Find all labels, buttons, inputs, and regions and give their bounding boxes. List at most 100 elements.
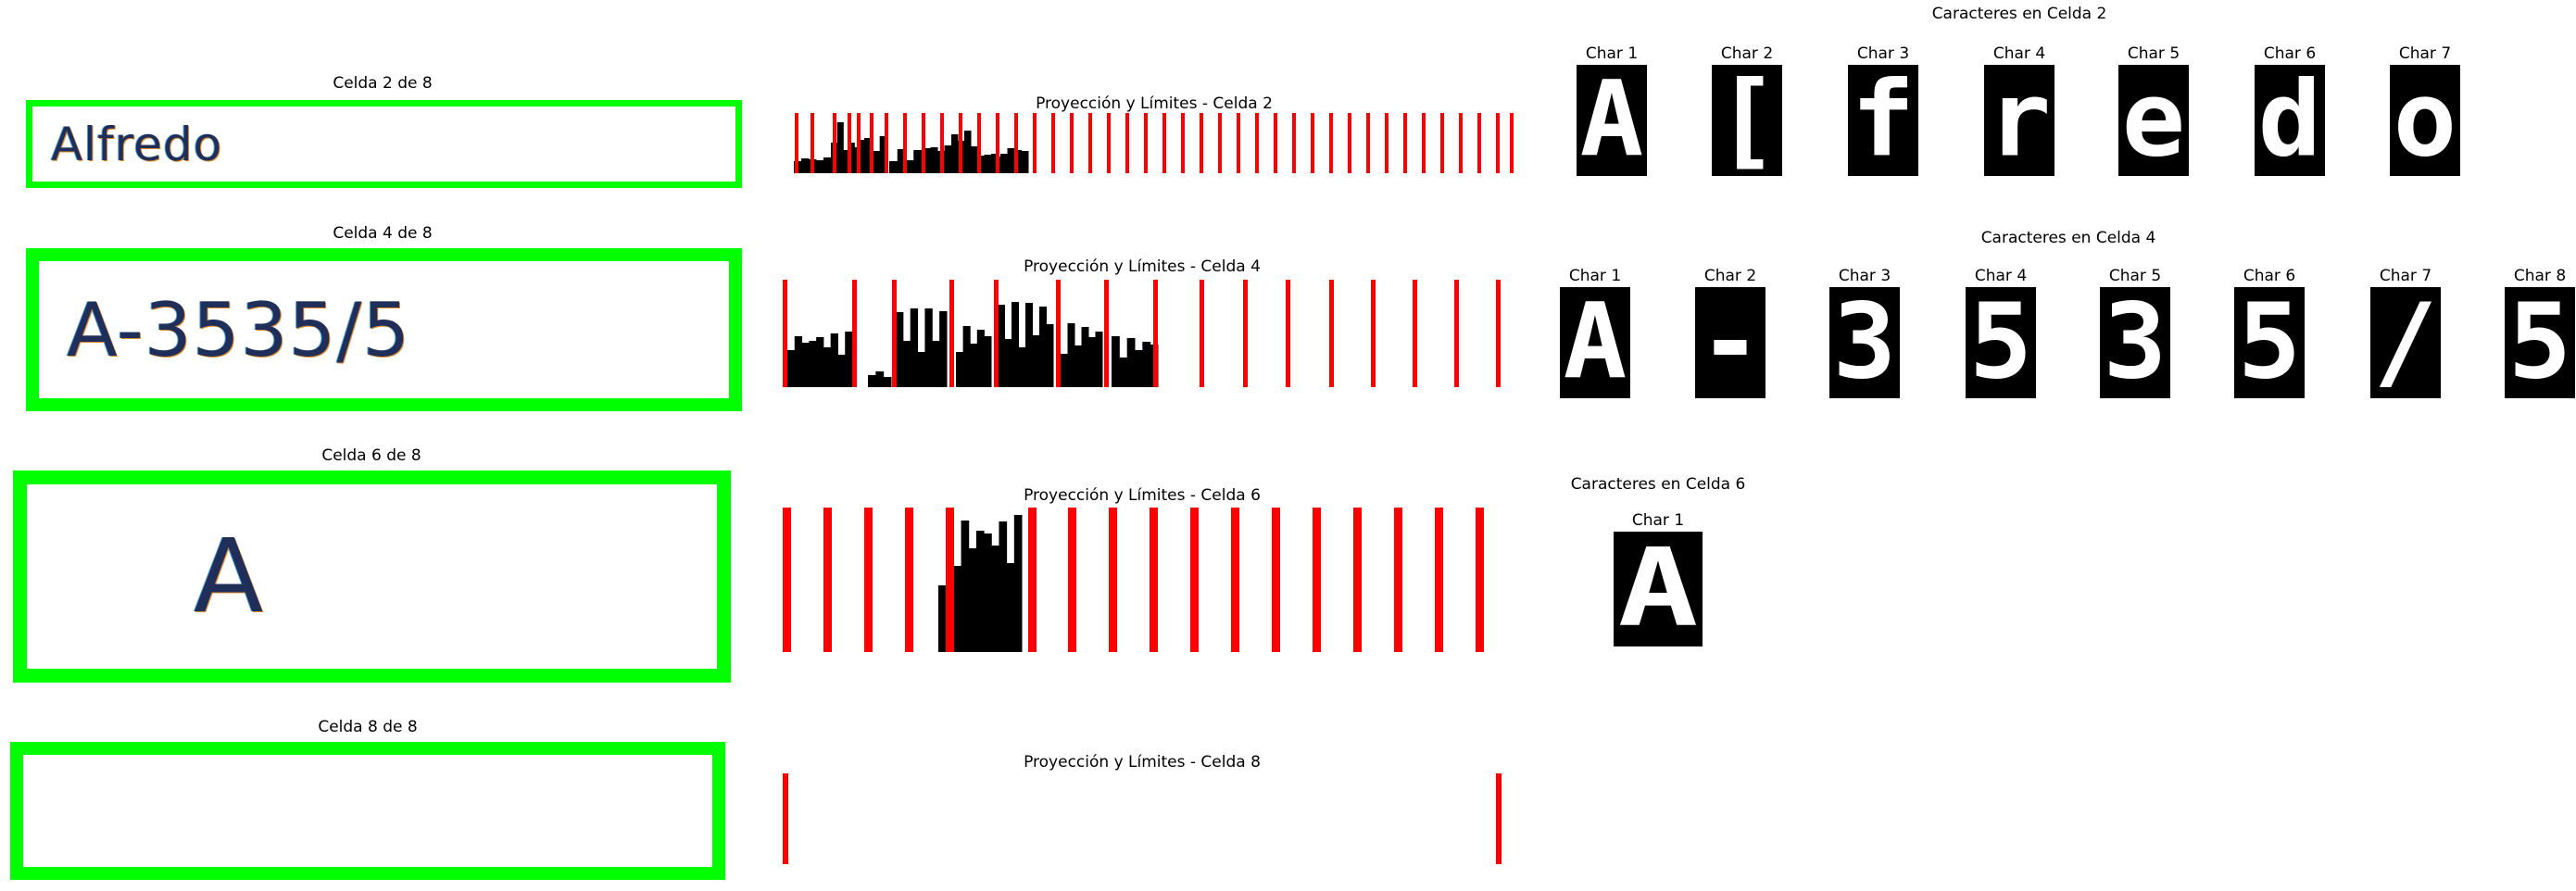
projection-bar [991,546,999,652]
projection-bar [889,161,898,173]
projection-bar [976,330,985,387]
boundary-line [940,113,944,173]
projection-bar [809,341,817,387]
projection-bar [1021,151,1029,173]
projection-bar [905,160,914,173]
boundary-line [783,773,788,864]
projection-bar [1081,327,1089,387]
projection-bar [816,160,824,173]
boundary-line [1125,113,1129,173]
projection-bar [913,150,923,173]
chars-title: Caracteres en Celda 2 [1931,5,2107,23]
projection-bar [961,521,970,652]
cell-title: Celda 6 de 8 [321,446,421,465]
char-thumbnail: - [1695,287,1766,398]
projection-plot [783,773,1502,864]
projection-bar [984,336,992,387]
projection-bar [984,533,992,652]
projection-bar [1032,335,1040,387]
char-glyph: A [1618,532,1699,646]
projection-bar [875,371,885,387]
boundary-line [1200,113,1203,173]
projection-bar [897,149,906,173]
boundary-line [885,113,888,173]
char-glyph: / [2374,287,2438,398]
char-label: Char 6 [2263,44,2317,63]
boundary-line [1070,113,1074,173]
boundary-line [1088,113,1092,173]
boundary-line [1477,113,1481,173]
projection-bar [956,352,964,387]
char-label: Char 2 [1720,44,1774,63]
boundary-line [783,508,791,652]
projection-bar [801,158,810,173]
projection-bar [1067,323,1075,387]
projection-bar [998,305,1005,387]
char-thumbnail: A [1614,532,1703,646]
char-label: Char 4 [1992,44,2046,63]
boundary-line [795,113,798,173]
projection-plot [794,113,1514,173]
char-glyph: e [2122,65,2186,176]
projection-bar [1039,307,1047,387]
projection-title: Proyección y Límites - Celda 8 [1024,753,1261,772]
boundary-line [1366,113,1370,173]
boundary-line [1144,113,1148,173]
boundary-line [905,508,913,652]
projection-bar [1013,515,1023,652]
boundary-line [1440,113,1444,173]
projection-bar [953,566,962,652]
char-thumbnail: 5 [1966,287,2036,398]
char-label: Char 4 [1974,267,2028,285]
projection-bar [968,548,977,652]
boundary-line [922,113,925,173]
projection-bar [896,312,904,387]
char-label: Char 7 [2398,44,2452,63]
boundary-line [1286,280,1290,387]
char-thumbnail: o [2390,65,2460,176]
projection-bar [971,146,978,173]
char-thumbnail: / [2370,287,2441,398]
projection-bar [845,332,853,387]
projection-bar [930,147,938,173]
boundary-line [1329,113,1333,173]
boundary-line [1231,508,1239,652]
boundary-line [1162,113,1166,173]
char-thumbnail: r [1984,65,2055,176]
projection-bar [787,350,796,387]
char-glyph: 3 [1833,287,1897,398]
projection-bar [836,122,844,173]
char-label: Char 5 [2108,267,2162,285]
boundary-line [959,113,962,173]
projection-bar [939,311,948,387]
projection-bar [917,352,925,387]
boundary-line [833,113,836,173]
boundary-line [994,280,999,387]
boundary-line [1028,508,1037,652]
projection-bar [902,341,911,387]
projection-bar [883,377,892,387]
char-label: Char 3 [1838,267,1891,285]
cell-title: Celda 2 de 8 [333,74,433,93]
boundary-line [1435,508,1443,652]
boundary-line [1311,113,1314,173]
boundary-line [1190,508,1199,652]
chars-title: Caracteres en Celda 6 [1570,475,1746,494]
boundary-line [1200,280,1204,387]
projection-bar [924,308,933,387]
boundary-line [1394,508,1402,652]
char-thumbnail: d [2255,65,2325,176]
boundary-line [864,508,873,652]
boundary-line [1454,280,1459,387]
projection-bar [938,585,947,652]
projection-bar [1126,338,1136,387]
boundary-line [1329,280,1334,387]
char-glyph: A [1580,65,1644,176]
boundary-line [977,113,981,173]
projection-bar [1012,302,1019,387]
cell-title: Celda 4 de 8 [333,224,433,243]
char-thumbnail: 3 [2100,287,2170,398]
char-label: Char 7 [2379,267,2432,285]
boundary-line [848,113,851,173]
boundary-line [1353,508,1362,652]
